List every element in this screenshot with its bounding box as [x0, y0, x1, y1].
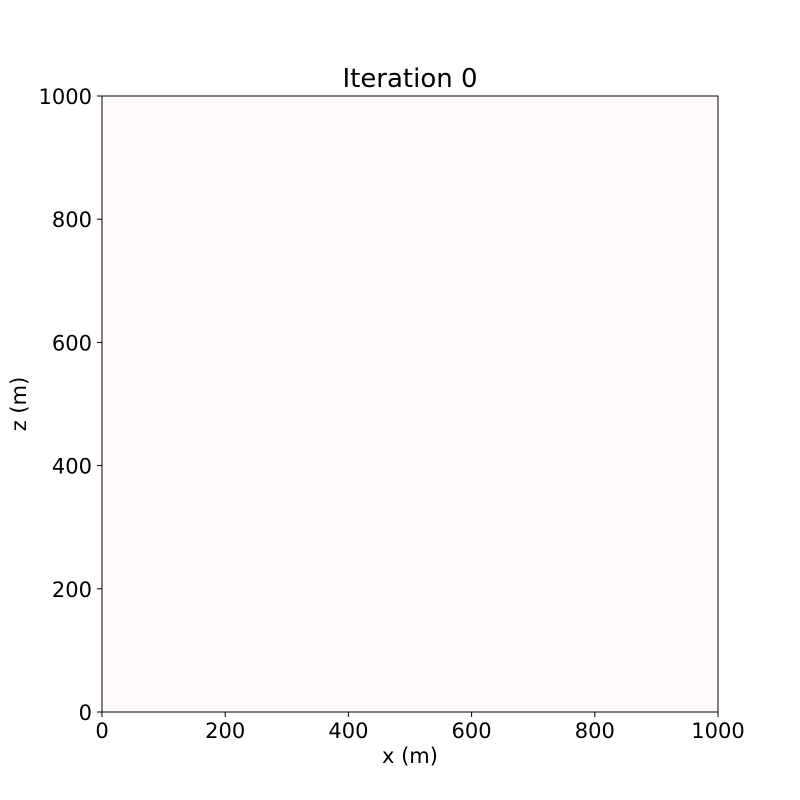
y-tick-label: 600 [52, 331, 92, 355]
y-tick-label: 800 [52, 208, 92, 232]
y-tick-label: 1000 [39, 85, 92, 109]
y-tick-label: 200 [52, 578, 92, 602]
plot-field [102, 96, 718, 712]
chart-title: Iteration 0 [342, 64, 477, 94]
x-tick-label: 600 [452, 719, 492, 743]
x-tick-label: 0 [95, 719, 108, 743]
x-tick-label: 200 [205, 719, 245, 743]
plot-frame [101, 95, 719, 713]
x-axis-label: x (m) [382, 744, 438, 768]
x-tick-label: 1000 [691, 719, 744, 743]
y-axis-label: z (m) [7, 377, 31, 432]
x-tick-label: 400 [328, 719, 368, 743]
y-tick-label: 0 [79, 701, 92, 725]
y-tick-label: 400 [52, 455, 92, 479]
y-axis-ticks: 0 200 400 600 800 1000 [39, 85, 102, 725]
x-axis-ticks: 0 200 400 600 800 1000 [95, 712, 745, 743]
x-tick-label: 800 [575, 719, 615, 743]
